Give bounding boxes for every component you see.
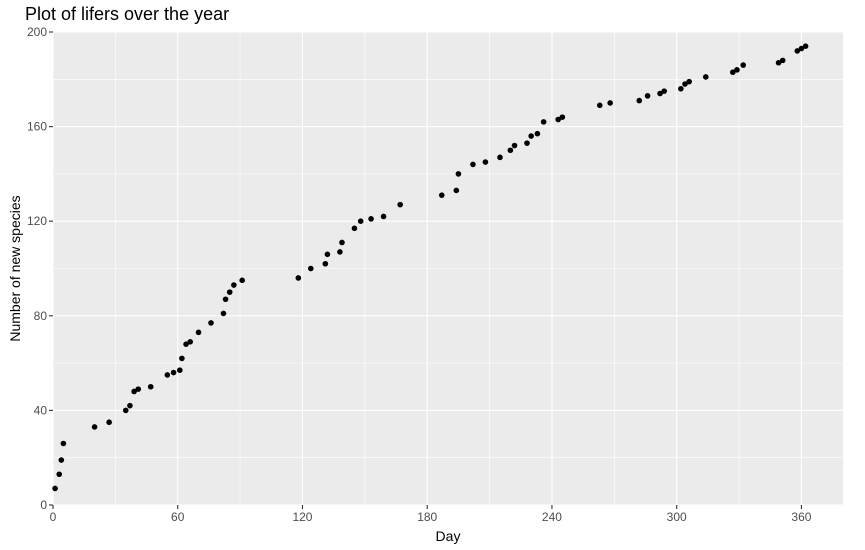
data-point [596, 102, 603, 109]
data-point [798, 45, 805, 52]
data-point [91, 424, 98, 430]
data-point [734, 67, 740, 73]
data-point [779, 57, 786, 64]
x-axis-title: Day [436, 528, 461, 544]
data-point [52, 485, 58, 492]
data-point [179, 355, 185, 362]
data-point [222, 296, 229, 303]
data-point [644, 93, 651, 99]
data-point [357, 218, 364, 224]
data-point [740, 62, 747, 68]
data-point [607, 100, 613, 106]
y-tick-label: 200 [27, 25, 47, 39]
data-point [775, 59, 782, 66]
data-point [482, 159, 489, 165]
data-point [337, 249, 343, 255]
data-point [187, 339, 194, 345]
data-point [220, 310, 227, 317]
chart-title: Plot of lifers over the year [25, 4, 230, 24]
data-point [226, 289, 233, 295]
data-point [559, 114, 566, 120]
data-point [661, 88, 668, 94]
data-point [380, 213, 387, 220]
data-point [147, 383, 154, 390]
data-point [122, 407, 129, 414]
data-point [324, 251, 331, 258]
x-tick-label: 120 [292, 510, 312, 524]
data-point [164, 372, 171, 378]
data-point [507, 147, 514, 154]
y-axis-title: Number of new species [7, 195, 23, 341]
data-point [183, 341, 189, 347]
x-tick-label: 0 [50, 510, 57, 524]
data-point [528, 133, 534, 139]
y-tick-label: 40 [34, 403, 48, 417]
data-point [131, 388, 137, 395]
data-point [60, 440, 67, 447]
x-tick-label: 60 [171, 510, 185, 524]
x-tick-label: 240 [542, 510, 562, 524]
data-point [239, 277, 245, 284]
data-point [497, 154, 503, 161]
data-point [397, 201, 403, 208]
data-point [794, 48, 801, 54]
y-tick-label: 80 [34, 309, 48, 323]
data-point [702, 74, 709, 80]
data-point [686, 78, 692, 85]
data-point [730, 69, 736, 76]
data-point [368, 216, 374, 222]
data-point [106, 419, 112, 426]
data-point [657, 90, 663, 97]
minor-gridlines [53, 32, 843, 505]
x-axis-tick-labels: 0 60 120 180 240 300 360 [50, 510, 812, 524]
data-point [307, 265, 314, 272]
data-point [177, 367, 183, 373]
y-tick-label: 160 [27, 120, 47, 134]
y-tick-label: 120 [27, 214, 47, 228]
y-axis-tick-labels: 0 40 80 120 160 200 [27, 25, 47, 512]
y-tick-label: 0 [40, 498, 47, 512]
data-point [682, 81, 688, 87]
data-point [135, 386, 142, 392]
data-point [208, 320, 214, 326]
data-point [524, 140, 530, 146]
data-point [295, 275, 302, 281]
x-tick-label: 360 [791, 510, 811, 524]
data-point [56, 471, 63, 478]
data-point [534, 130, 541, 137]
data-point [511, 142, 518, 149]
data-point [438, 192, 445, 198]
data-point [322, 260, 329, 267]
data-point [540, 119, 547, 125]
major-gridlines [52, 31, 843, 506]
data-point [58, 457, 65, 463]
data-point [636, 97, 643, 104]
data-point [678, 85, 684, 92]
x-tick-label: 180 [417, 510, 437, 524]
data-point [453, 187, 460, 194]
data-point [351, 225, 358, 232]
data-point [339, 239, 345, 246]
data-point [555, 116, 561, 123]
data-point [802, 43, 809, 49]
x-tick-label: 300 [667, 510, 687, 524]
data-point [470, 161, 476, 168]
data-point [170, 369, 177, 376]
data-point [127, 402, 133, 409]
data-point [231, 282, 237, 288]
axis-ticks [49, 31, 802, 509]
data-points [52, 43, 809, 492]
data-point [455, 171, 462, 177]
data-point [195, 329, 202, 336]
